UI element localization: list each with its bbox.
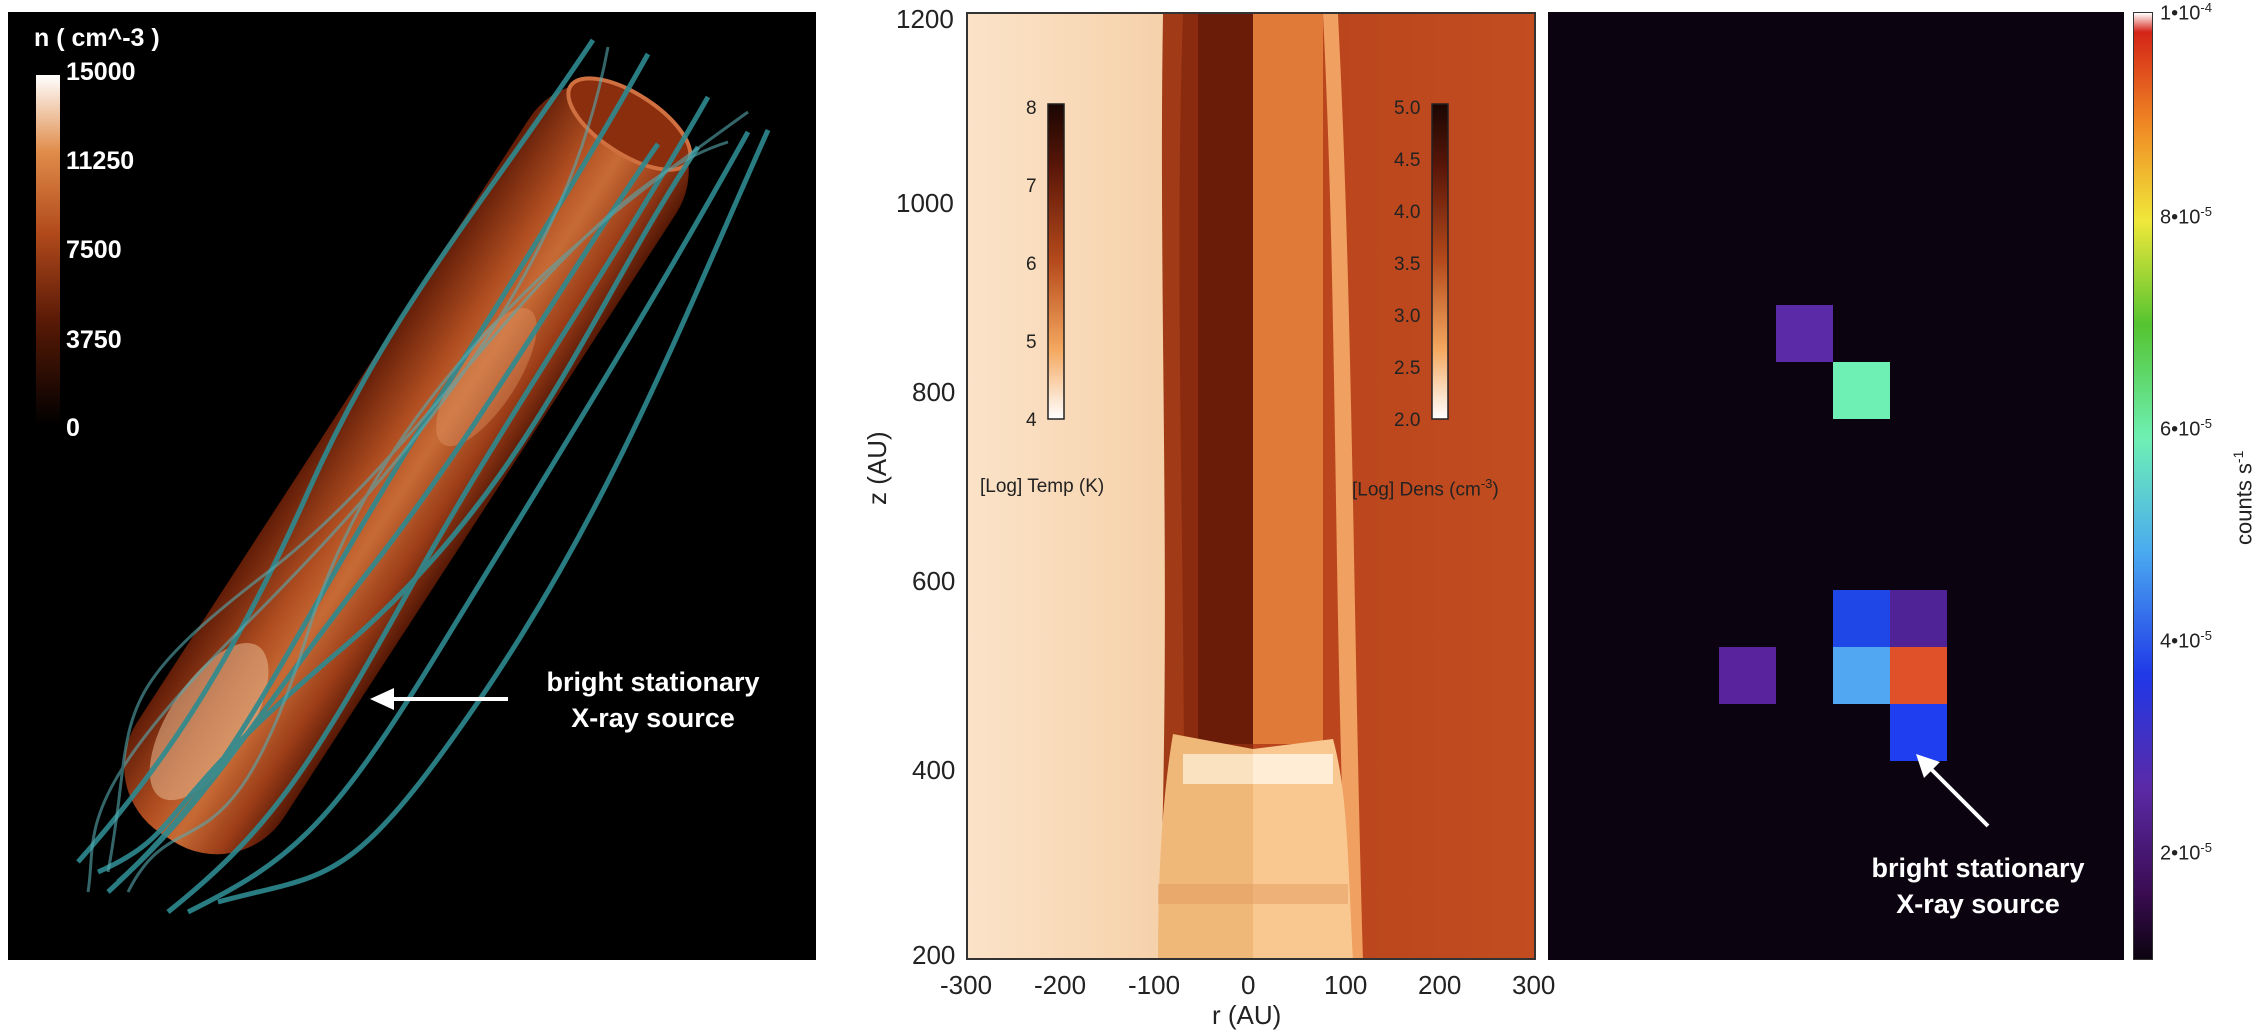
counts-tick: 6•10-5	[2160, 416, 2212, 441]
dens-tick: 4.5	[1394, 150, 1421, 171]
dens-tick: 2.0	[1394, 410, 1421, 431]
r-tick: 0	[1241, 970, 1256, 1000]
density-colorbar-ticks: 15000 11250 7500 3750 0	[66, 58, 206, 442]
xray-pixel	[1719, 647, 1776, 704]
dens-tick: 5.0	[1394, 98, 1421, 119]
r-tick: 200	[1418, 970, 1462, 1000]
r-tick: 300	[1512, 970, 1556, 1000]
xray-map-panel: bright stationary X-ray source	[1548, 12, 2124, 960]
xray-pixel	[1890, 647, 1947, 704]
xray-pixel	[1890, 704, 1947, 761]
temp-tick: 7	[1026, 176, 1037, 197]
r-tick: -200	[1034, 970, 1087, 1000]
counts-colorbar	[2133, 12, 2153, 960]
z-tick: 800	[912, 377, 956, 407]
temp-tick: 4	[1026, 410, 1037, 431]
density-tick: 15000	[66, 58, 136, 86]
temp-tick: 8	[1026, 98, 1037, 119]
counts-tick: 2•10-5	[2160, 840, 2212, 865]
dens-tick: 3.0	[1394, 306, 1421, 327]
xray-pixel	[1833, 590, 1890, 647]
xray-pixel-grid	[1548, 12, 2124, 960]
xray-pixel	[1890, 590, 1947, 647]
r-tick: -100	[1128, 970, 1181, 1000]
r-tick: 100	[1324, 970, 1368, 1000]
xray-pixel	[1833, 362, 1890, 419]
xray-source-annotation-right: bright stationary X-ray source	[1871, 853, 2085, 919]
right-arrow-icon	[1916, 754, 1990, 828]
left-arrow-icon	[370, 688, 508, 710]
density-colorbar	[1431, 103, 1449, 420]
counts-colorbar-label: counts s-1	[2230, 450, 2252, 545]
density-tick: 3750	[66, 326, 122, 354]
jet-3d-render-panel: n ( cm^-3 ) 15000 11250 7500 3750 0 brig…	[8, 12, 816, 960]
z-tick: 1000	[896, 188, 954, 218]
temperature-colorbar	[1047, 103, 1065, 420]
z-tick: 200	[912, 940, 956, 970]
dens-tick: 2.5	[1394, 358, 1421, 379]
temp-density-map-panel: 8 7 6 5 4 [Log] Temp (K) 5.0 4.5 4.0 3.5…	[966, 12, 1536, 960]
density-tick: 7500	[66, 236, 122, 264]
counts-tick: 1•10-4	[2160, 0, 2212, 25]
density-tick: 11250	[66, 147, 135, 175]
counts-tick: 8•10-5	[2160, 204, 2212, 229]
temp-density-map	[968, 14, 1534, 958]
temp-tick: 6	[1026, 254, 1037, 275]
z-tick: 400	[912, 755, 956, 785]
density-colorbar-title: n ( cm^-3 )	[34, 24, 160, 52]
temp-tick: 5	[1026, 332, 1037, 353]
z-axis-label: z (AU)	[862, 431, 892, 505]
jet-volume-render	[36, 38, 771, 915]
counts-tick: 4•10-5	[2160, 628, 2212, 653]
temp-colorbar-label: [Log] Temp (K)	[980, 476, 1105, 497]
density-tick: 0	[66, 414, 80, 442]
z-tick: 1200	[896, 4, 954, 34]
dens-tick: 4.0	[1394, 202, 1421, 223]
xray-pixel	[1776, 305, 1833, 362]
r-axis-label: r (AU)	[1212, 1000, 1282, 1030]
r-tick: -300	[940, 970, 993, 1000]
dens-tick: 3.5	[1394, 254, 1421, 275]
xray-pixel	[1833, 647, 1890, 704]
xray-source-annotation-left: bright stationary X-ray source	[546, 667, 760, 733]
counts-colorbar-ticks: 1•10-4 8•10-5 6•10-5 4•10-5 2•10-5	[2160, 0, 2250, 960]
density-colorbar	[36, 75, 60, 425]
dens-colorbar-label: [Log] Dens (cm-3)	[1352, 476, 1499, 501]
z-tick: 600	[912, 566, 956, 596]
